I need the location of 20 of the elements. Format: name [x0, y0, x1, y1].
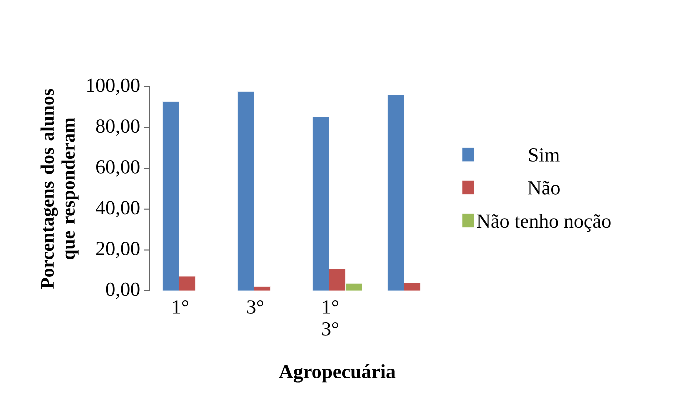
bar [388, 94, 404, 291]
y-tick-label: 40,00 [96, 201, 140, 218]
text: Sim [529, 148, 560, 162]
y-tick-label: 80,00 [96, 120, 140, 136]
text: Não [528, 181, 560, 195]
y-tick-label: 0,00 [106, 282, 140, 300]
y-axis-title: Porcentagens dos alunos que responderam [40, 89, 79, 289]
y-tick-label: 60,00 [96, 160, 140, 177]
bar [329, 269, 346, 291]
x-tick-label: 3° [247, 300, 264, 314]
bar [179, 276, 196, 291]
x-axis-title: Agropecuária [279, 364, 396, 383]
y-tick-label: 20,00 [96, 242, 140, 258]
bar [312, 116, 330, 291]
bar [162, 102, 180, 291]
x-tick-label: 1° 3° [322, 300, 338, 336]
bar [238, 92, 254, 291]
x-tick-label: 1° [173, 300, 188, 314]
y-tick-label: 100,00 [87, 78, 140, 96]
legend-label: Não tenho noção [477, 214, 611, 232]
